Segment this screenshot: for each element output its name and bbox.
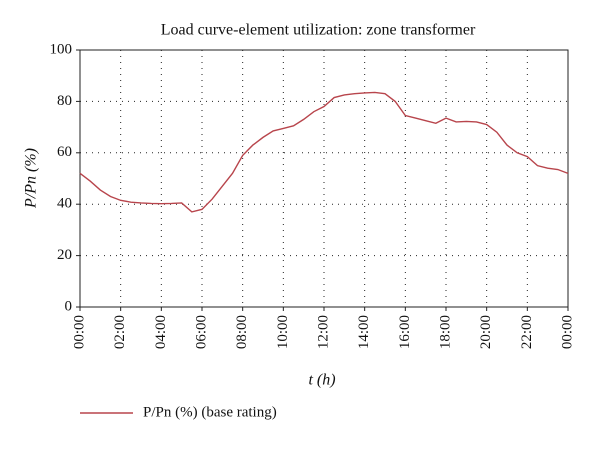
line-series [79, 91, 569, 213]
x-tick-label: 00:00 [71, 315, 87, 349]
y-tick-label: 60 [57, 144, 72, 160]
y-axis-label: P/Pn (%) [23, 148, 40, 209]
x-tick-label: 10:00 [275, 315, 291, 349]
x-tick-label: 22:00 [519, 315, 535, 349]
y-tick-label: 20 [57, 247, 72, 263]
x-tick-label: 20:00 [478, 315, 494, 349]
chart-title: Load curve-element utilization: zone tra… [161, 22, 476, 39]
x-tick-label: 18:00 [437, 315, 453, 349]
x-tick-label: 14:00 [356, 315, 372, 349]
y-tick-label: 80 [57, 93, 72, 109]
x-tick-label: 16:00 [397, 315, 413, 349]
x-tick-label: 04:00 [153, 315, 169, 349]
x-tick-label: 12:00 [315, 315, 331, 349]
x-tick-label: 08:00 [234, 315, 250, 349]
y-tick-label: 100 [50, 41, 73, 57]
y-tick-label: 0 [65, 298, 73, 314]
y-tick-label: 40 [57, 196, 72, 212]
x-axis-label: t (h) [308, 372, 335, 389]
x-tick-label: 02:00 [112, 315, 128, 349]
legend-label: P/Pn (%) (base rating) [143, 404, 277, 420]
x-tick-label: 00:00 [559, 315, 575, 349]
plot-frame [79, 49, 569, 308]
x-tick-label: 06:00 [193, 315, 209, 349]
